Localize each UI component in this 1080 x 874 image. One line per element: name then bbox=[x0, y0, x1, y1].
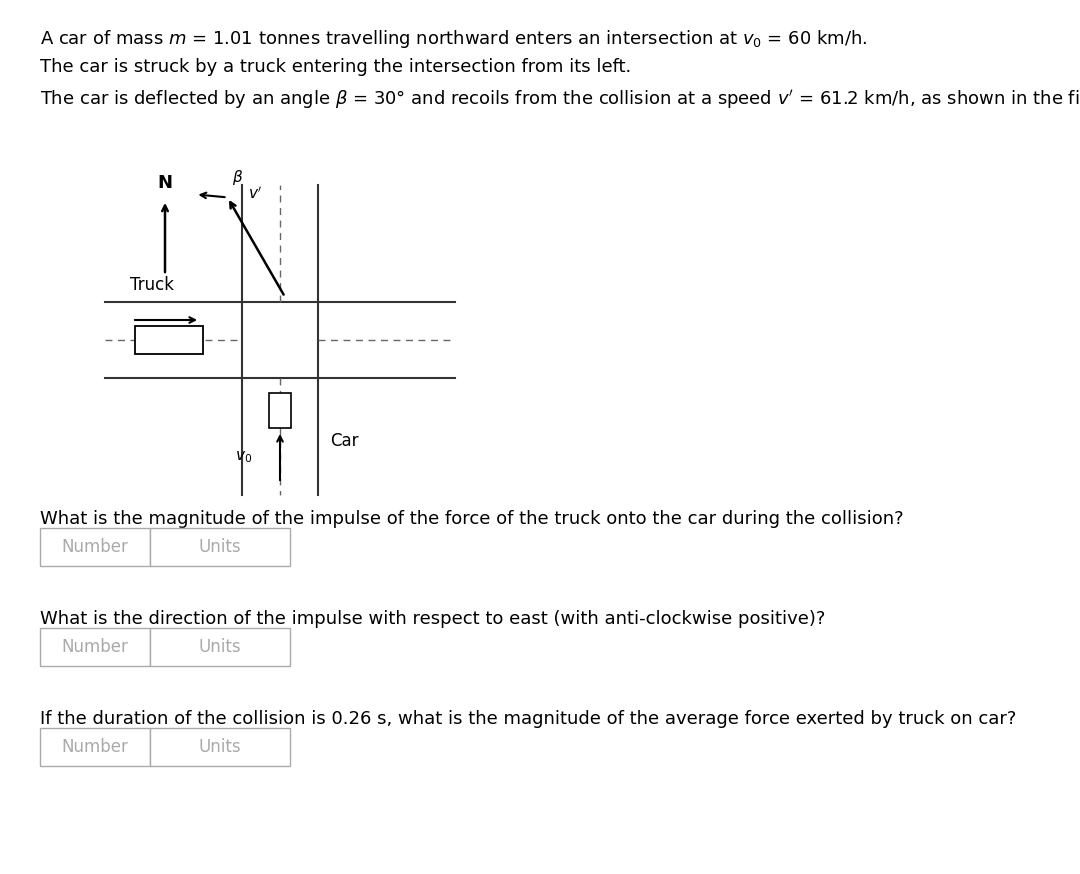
Bar bbox=[150, 528, 291, 566]
Text: Truck: Truck bbox=[130, 276, 174, 294]
Bar bbox=[150, 628, 291, 666]
Text: Units: Units bbox=[199, 538, 241, 556]
Text: Units: Units bbox=[199, 638, 241, 656]
Text: $v'$: $v'$ bbox=[247, 185, 262, 202]
Text: The car is struck by a truck entering the intersection from its left.: The car is struck by a truck entering th… bbox=[40, 58, 631, 76]
Text: N: N bbox=[158, 174, 173, 192]
Text: A car of mass $m$ = 1.01 tonnes travelling northward enters an intersection at $: A car of mass $m$ = 1.01 tonnes travelli… bbox=[40, 28, 867, 50]
Bar bbox=[40, 628, 150, 666]
Text: Units: Units bbox=[199, 738, 241, 756]
Text: The car is deflected by an angle $\beta$ = 30° and recoils from the collision at: The car is deflected by an angle $\beta$… bbox=[40, 88, 1080, 111]
Text: $v_0$: $v_0$ bbox=[234, 449, 252, 465]
Bar bbox=[269, 393, 291, 428]
Bar bbox=[135, 326, 203, 354]
Text: If the duration of the collision is 0.26 s, what is the magnitude of the average: If the duration of the collision is 0.26… bbox=[40, 710, 1016, 728]
Text: $\beta$: $\beta$ bbox=[231, 169, 243, 187]
Bar bbox=[150, 728, 291, 766]
Bar bbox=[40, 528, 150, 566]
Text: What is the magnitude of the impulse of the force of the truck onto the car duri: What is the magnitude of the impulse of … bbox=[40, 510, 904, 528]
Text: What is the direction of the impulse with respect to east (with anti-clockwise p: What is the direction of the impulse wit… bbox=[40, 610, 825, 628]
Text: Number: Number bbox=[62, 538, 129, 556]
Text: Number: Number bbox=[62, 638, 129, 656]
Text: Car: Car bbox=[330, 432, 359, 450]
Bar bbox=[40, 728, 150, 766]
Text: Number: Number bbox=[62, 738, 129, 756]
